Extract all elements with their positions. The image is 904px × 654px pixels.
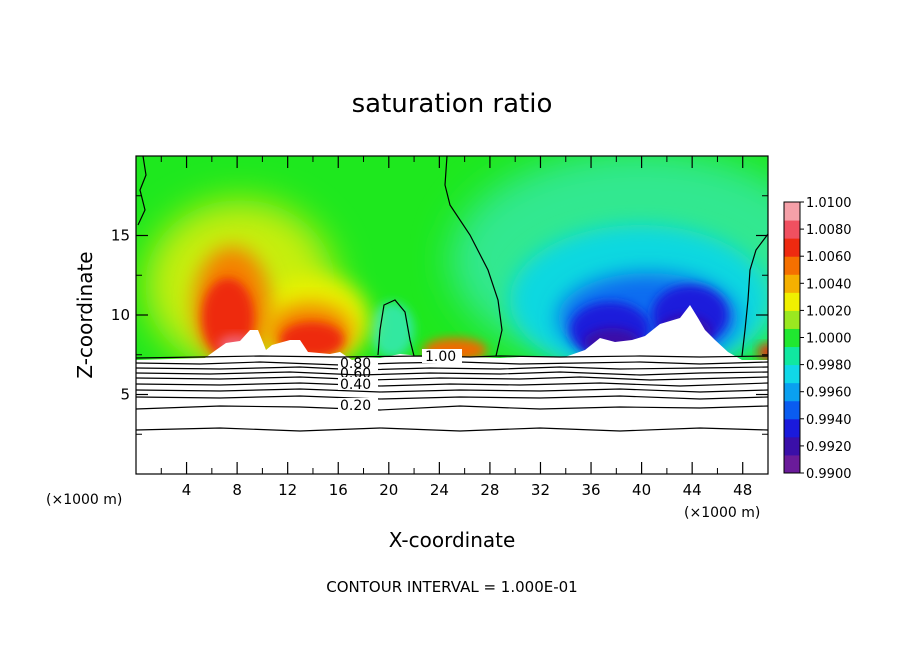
contour-level-f [136, 388, 768, 393]
contour-label-bg-3 [338, 377, 378, 390]
contour-label-group: 1.00 0.80 0.60 0.40 0.20 [338, 349, 462, 414]
colorbar: 1.0100 1.0080 1.0060 1.0040 1.0020 1.0000 0.99… [783, 196, 852, 482]
contour-interval-note: CONTOUR INTERVAL = 1.000E-01 [326, 578, 577, 596]
contour-1-00-island [377, 299, 415, 357]
x-axis-unit: (×1000 m) [684, 505, 760, 521]
y-axis-ticks: 5 10 15 [111, 195, 768, 435]
colorbar-label: 0.9900 [806, 467, 852, 482]
contour-level-c [136, 371, 768, 376]
x-tick-label: 40 [632, 481, 651, 499]
colorbar-label: 0.9960 [806, 386, 852, 401]
contour-1-00-right [741, 233, 768, 357]
chart-title: saturation ratio [352, 89, 553, 119]
x-axis-label: X-coordinate [389, 528, 516, 552]
x-tick-label: 36 [581, 481, 600, 499]
contour-level-g [136, 395, 768, 400]
contour-lines [136, 156, 768, 432]
contour-label-0-80: 0.80 [340, 356, 371, 372]
saturation-field [136, 156, 768, 474]
contour-level-h [136, 405, 768, 411]
contour-label-bg-1 [422, 349, 462, 363]
contour-level-i [136, 427, 768, 432]
colorbar-swatch [784, 382, 800, 402]
contour-1-00-base [136, 355, 768, 359]
colorbar-swatch [784, 400, 800, 420]
white-region [136, 305, 768, 474]
x-tick-label: 20 [379, 481, 398, 499]
colorbar-swatch [784, 328, 800, 348]
y-tick-label: 5 [120, 386, 130, 404]
colorbar-swatch [784, 346, 800, 366]
contour-label-1-00: 1.00 [425, 349, 456, 365]
y-tick-label: 10 [111, 306, 130, 324]
x-tick-label: 16 [329, 481, 348, 499]
colorbar-swatch [784, 364, 800, 384]
colorbar-label: 1.0040 [806, 277, 852, 292]
contour-label-bg-2 [338, 360, 378, 372]
x-tick-label: 48 [733, 481, 752, 499]
y-axis-unit: (×1000 m) [46, 492, 122, 508]
colorbar-swatch [784, 310, 800, 329]
colorbar-swatch [784, 202, 800, 221]
field-teal-small [370, 302, 414, 358]
x-tick-label: 28 [480, 481, 499, 499]
x-tick-label: 24 [430, 481, 449, 499]
contour-label-0-20: 0.20 [340, 398, 371, 414]
x-tick-label: 12 [278, 481, 297, 499]
contour-label-0-40: 0.40 [340, 377, 371, 393]
x-tick-label: 44 [683, 481, 702, 499]
contour-1-00-left [137, 156, 147, 226]
colorbar-label: 1.0100 [806, 196, 852, 211]
contour-level-d [136, 376, 768, 381]
colorbar-swatch [784, 418, 800, 438]
x-axis-ticks: 4 8 12 16 20 24 28 32 36 40 44 48 [160, 156, 752, 499]
colorbar-swatch [784, 256, 800, 275]
y-tick-label: 15 [111, 227, 130, 245]
colorbar-swatch [784, 436, 800, 456]
x-tick-label: 32 [531, 481, 550, 499]
colorbar-swatch [784, 238, 800, 257]
colorbar-label: 1.0060 [806, 250, 852, 265]
contour-label-bg-4 [338, 398, 378, 412]
colorbar-swatch [784, 220, 800, 239]
contour-level-e [136, 382, 768, 387]
colorbar-swatch [784, 454, 800, 474]
contour-level-b [136, 366, 768, 371]
colorbar-label: 1.0020 [806, 304, 852, 319]
colorbar-label: 1.0000 [806, 332, 852, 347]
colorbar-label: 0.9980 [806, 359, 852, 374]
colorbar-label: 0.9920 [806, 440, 852, 455]
y-axis-label: Z-coordinate [73, 251, 97, 378]
contour-1-00-ridge [444, 156, 503, 357]
colorbar-label: 0.9940 [806, 413, 852, 428]
x-tick-label: 8 [232, 481, 242, 499]
colorbar-swatch [784, 274, 800, 293]
colorbar-swatch [784, 292, 800, 311]
colorbar-label: 1.0080 [806, 223, 852, 238]
x-tick-label: 4 [182, 481, 192, 499]
